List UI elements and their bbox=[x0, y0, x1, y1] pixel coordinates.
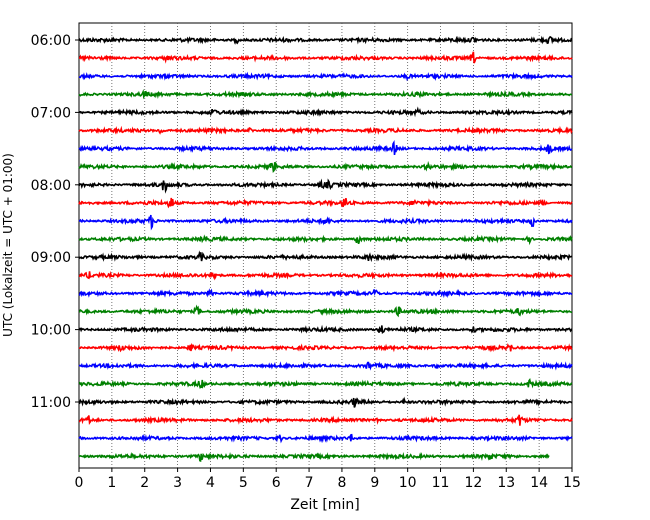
trace-1130 bbox=[78, 433, 573, 444]
y-tick-label-2: 08:00 bbox=[31, 178, 71, 194]
y-tick-label-0: 06:00 bbox=[31, 33, 71, 49]
x-tick-label-14: 14 bbox=[530, 475, 548, 491]
trace-0815 bbox=[78, 197, 573, 209]
trace-1045 bbox=[78, 378, 573, 390]
x-tick-label-3: 3 bbox=[173, 475, 182, 491]
trace-1015 bbox=[78, 342, 573, 353]
trace-0715 bbox=[78, 125, 573, 135]
trace-0845 bbox=[78, 234, 573, 246]
x-tick-label-5: 5 bbox=[239, 475, 248, 491]
trace-1100 bbox=[78, 396, 573, 408]
x-tick-label-15: 15 bbox=[563, 475, 581, 491]
x-tick-label-10: 10 bbox=[399, 475, 417, 491]
trace-0745 bbox=[78, 160, 573, 174]
gridlines bbox=[111, 23, 540, 468]
traces bbox=[78, 35, 573, 462]
y-axis-label: UTC (Lokalzeit = UTC + 01:00) bbox=[1, 153, 15, 337]
x-tick-label-1: 1 bbox=[107, 475, 116, 491]
trace-0945 bbox=[78, 304, 573, 318]
x-tick-label-12: 12 bbox=[464, 475, 482, 491]
x-tick-label-0: 0 bbox=[75, 475, 84, 491]
y-tick-label-1: 07:00 bbox=[31, 105, 71, 121]
trace-1145 bbox=[78, 451, 550, 462]
y-tick-label-4: 10:00 bbox=[31, 323, 71, 339]
trace-0615 bbox=[78, 51, 573, 64]
trace-1000 bbox=[78, 324, 573, 334]
x-tick-label-9: 9 bbox=[370, 475, 379, 491]
trace-1030 bbox=[78, 361, 573, 371]
x-tick-label-7: 7 bbox=[305, 475, 314, 491]
y-tick-label-3: 09:00 bbox=[31, 250, 71, 266]
trace-0930 bbox=[78, 288, 573, 299]
x-tick-label-6: 6 bbox=[272, 475, 281, 491]
x-tick-label-11: 11 bbox=[432, 475, 450, 491]
trace-0900 bbox=[78, 250, 573, 263]
trace-0630 bbox=[78, 71, 573, 82]
x-axis-label: Zeit [min] bbox=[290, 497, 359, 513]
y-axis-ticks: 06:00 07:00 08:00 09:00 10:00 11:00 bbox=[31, 33, 79, 411]
trace-0700 bbox=[78, 106, 573, 118]
x-tick-label-13: 13 bbox=[497, 475, 515, 491]
trace-0645 bbox=[78, 89, 573, 100]
trace-1115 bbox=[78, 414, 573, 426]
trace-0800 bbox=[78, 178, 573, 194]
x-tick-label-4: 4 bbox=[206, 475, 215, 491]
trace-0600 bbox=[78, 35, 573, 45]
x-tick-label-8: 8 bbox=[337, 475, 346, 491]
x-tick-label-2: 2 bbox=[140, 475, 149, 491]
trace-0830 bbox=[78, 214, 573, 231]
y-tick-label-5: 11:00 bbox=[31, 395, 71, 411]
x-axis-ticks: 0 1 2 3 4 5 6 7 8 9 10 11 12 13 14 15 bbox=[75, 468, 581, 491]
trace-0730 bbox=[78, 140, 573, 156]
trace-0915 bbox=[78, 270, 573, 281]
